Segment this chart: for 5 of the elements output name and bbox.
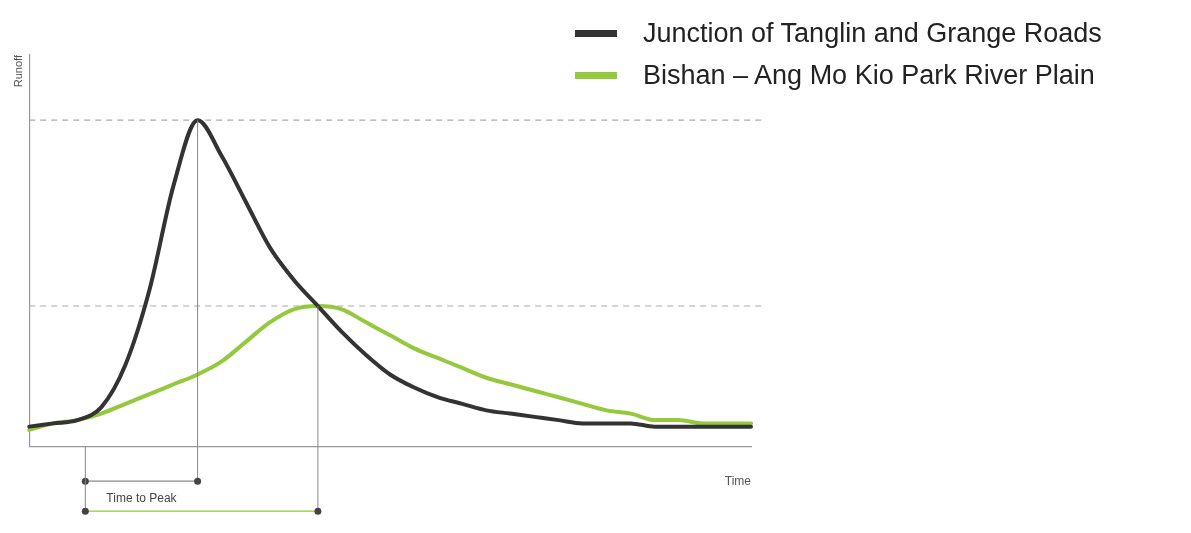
- y-axis-title: Runoff: [11, 54, 24, 88]
- text: Time to Peak: [106, 490, 178, 505]
- legend-label: Bishan – Ang Mo Kio Park River Plain: [643, 59, 1095, 91]
- x-axis-title: Time: [724, 474, 752, 489]
- legend-label: Junction of Tanglin and Grange Roads: [643, 17, 1102, 49]
